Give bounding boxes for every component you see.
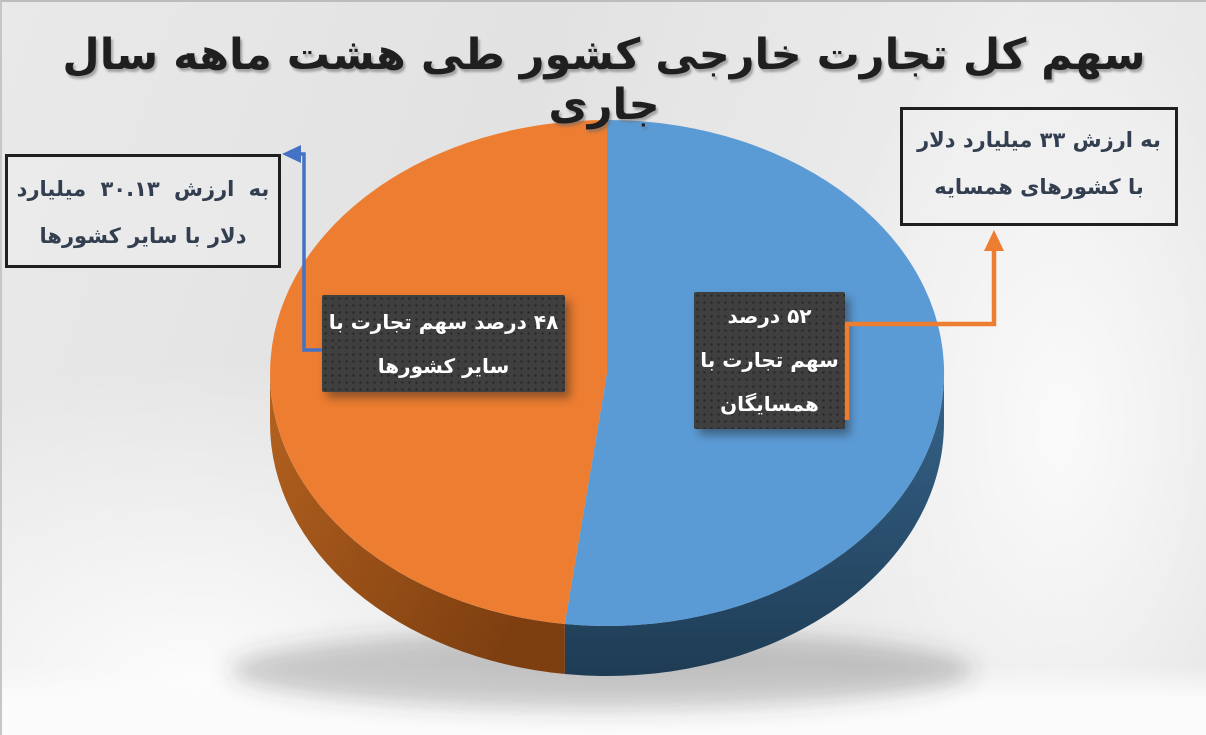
data-label-blue-line2: سهم تجارت با (700, 348, 839, 372)
data-label-blue-line1: ۵۲ درصد (727, 304, 812, 328)
callout-other-countries: به ارزش ۳۰.۱۳ میلیارد دلار با سایر کشوره… (5, 154, 281, 268)
callout-left-line2: دلار با سایر کشورها (39, 224, 247, 248)
data-label-orange-line1: ۴۸ درصد سهم تجارت با (328, 310, 559, 334)
data-label-blue-line3: همسایگان (720, 392, 819, 416)
data-label-orange-slice: ۴۸ درصد سهم تجارت با سایر کشورها (322, 295, 565, 392)
data-label-blue-slice: ۵۲ درصد سهم تجارت با همسایگان (694, 292, 845, 429)
pie-rim-blue (564, 373, 944, 676)
pie-rim-orange (270, 373, 565, 674)
callout-right-line2: با کشورهای همسایه (934, 175, 1144, 199)
callout-neighbor-countries: به ارزش ۳۳ میلیارد دلار با کشورهای همسای… (900, 107, 1178, 226)
callout-right-line1: به ارزش ۳۳ میلیارد دلار (917, 128, 1161, 152)
data-label-orange-line2: سایر کشورها (377, 354, 510, 378)
callout-left-line1: به ارزش ۳۰.۱۳ میلیارد (16, 177, 270, 201)
page-title: سهم کل تجارت خارجی کشور طی هشت ماهه سال … (62, 30, 1146, 130)
